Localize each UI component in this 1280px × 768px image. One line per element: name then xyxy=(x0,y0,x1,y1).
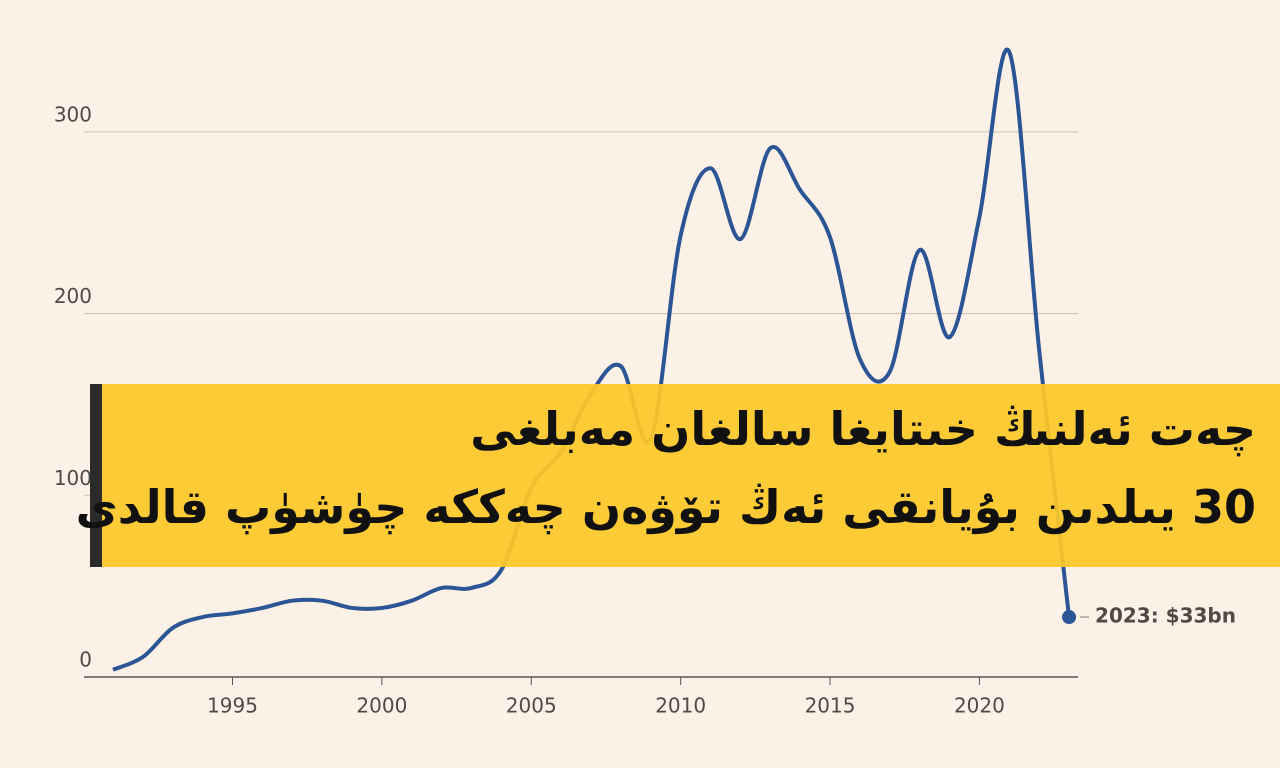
y-tick-label: 100 xyxy=(54,466,92,490)
x-tick-label: 2015 xyxy=(805,694,856,718)
x-tick-label: 2010 xyxy=(655,694,706,718)
headline-banner: چەت ئەلنىڭ خىتايغا سالغان مەبلغى 30 يىلد… xyxy=(76,384,1280,567)
x-tick-label: 2020 xyxy=(954,694,1005,718)
x-tick-label: 1995 xyxy=(207,694,258,718)
x-tick-label: 2005 xyxy=(506,694,557,718)
headline-line: 30 يىلدىن بۇيانقى ئەڭ تۆۋەن چەككە چۈشۈپ … xyxy=(75,480,1256,534)
headline-line: چەت ئەلنىڭ خىتايغا سالغان مەبلغى xyxy=(470,402,1256,456)
end-point xyxy=(1062,610,1077,625)
data-line xyxy=(112,47,1072,672)
x-tick-label: 2000 xyxy=(356,694,407,718)
y-tick-label: 200 xyxy=(54,284,92,308)
y-tick-label: 300 xyxy=(54,102,92,126)
annotation: 2023: $33bn xyxy=(1095,604,1236,628)
y-tick-label: 0 xyxy=(79,648,92,672)
